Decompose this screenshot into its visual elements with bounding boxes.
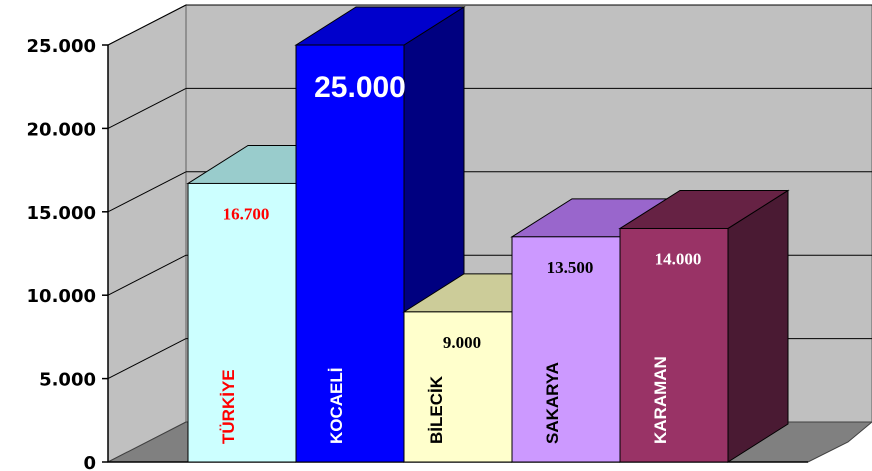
side-wall [107, 4, 187, 463]
data-label: 14.000 [655, 249, 702, 268]
bar-side [727, 189, 789, 463]
y-tick-label: 15.000 [27, 203, 96, 224]
category-label: KOCAELİ [327, 368, 346, 445]
gridline-side [107, 171, 187, 213]
y-axis: 0 5.000 10.000 15.000 20.000 25.000 [27, 36, 808, 471]
y-tick-label: 5.000 [39, 370, 96, 391]
bars: 16.700 TÜRKİYE 25.000 KOCAELİ 9.000 BİLECİK 13… [186, 6, 790, 463]
category-label: BİLECİK [427, 375, 446, 444]
y-tick-label: 25.000 [27, 36, 96, 57]
bar-5: 14.000 KARAMAN [618, 189, 790, 463]
data-label: 16.700 [223, 204, 270, 223]
gridline-side [107, 87, 187, 129]
y-tick-label: 10.000 [27, 286, 96, 307]
data-label: 25.000 [314, 71, 406, 104]
bar-front [295, 44, 405, 463]
category-label: KARAMAN [651, 356, 670, 444]
y-tick-label: 0 [83, 453, 96, 471]
gridline-side [107, 4, 187, 46]
bar-front [187, 182, 297, 463]
category-label: TÜRKİYE [219, 369, 238, 444]
category-label: SAKARYA [543, 362, 562, 444]
bar-front [619, 227, 729, 463]
gridline-side [107, 338, 187, 380]
y-tick-label: 20.000 [27, 119, 96, 140]
gridline-side [107, 254, 187, 296]
data-label: 9.000 [443, 333, 481, 352]
bar-front [511, 236, 621, 463]
data-label: 13.500 [547, 258, 594, 277]
bar-front [403, 311, 513, 463]
